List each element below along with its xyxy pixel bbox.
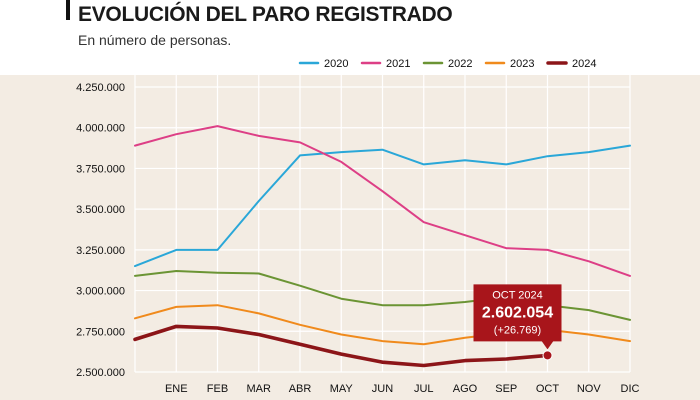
annotation-value: 2.602.054: [482, 304, 553, 321]
y-tick-label: 3.250.000: [76, 245, 125, 257]
legend-label-2022: 2022: [448, 58, 472, 70]
annotation-box: [473, 284, 562, 342]
x-tick-label: SEP: [495, 383, 517, 395]
series-line-2020: [134, 144, 631, 268]
x-tick-label: OCT: [536, 383, 560, 395]
annotation-point: [542, 350, 553, 361]
annotation-pointer: [541, 340, 554, 350]
x-tick-label: MAY: [330, 383, 354, 395]
x-tick-label: ENE: [165, 383, 188, 395]
series-line-2021: [134, 125, 631, 277]
x-tick-label: FEB: [207, 383, 228, 395]
x-tick-label: ABR: [289, 383, 312, 395]
x-tick-label: JUL: [414, 383, 434, 395]
legend-label-2024: 2024: [572, 58, 596, 70]
x-tick-label: AGO: [453, 383, 478, 395]
x-tick-label: NOV: [577, 383, 602, 395]
y-tick-label: 2.750.000: [76, 326, 125, 338]
title-accent-bar: [66, 0, 70, 20]
plot-background: [0, 75, 700, 400]
legend-label-2021: 2021: [386, 58, 410, 70]
y-tick-label: 4.250.000: [76, 82, 125, 94]
y-tick-label: 2.500.000: [76, 367, 125, 379]
y-tick-label: 3.000.000: [76, 286, 125, 298]
legend-label-2023: 2023: [510, 58, 534, 70]
y-tick-label: 4.000.000: [76, 123, 125, 135]
x-tick-label: DIC: [621, 383, 640, 395]
chart-subtitle: En número de personas.: [78, 32, 231, 48]
chart-title: EVOLUCIÓN DEL PARO REGISTRADO: [78, 2, 452, 26]
annotation-label: OCT 2024: [492, 289, 543, 301]
annotation-change: (+26.769): [494, 324, 541, 336]
legend-label-2020: 2020: [324, 58, 348, 70]
y-tick-label: 3.500.000: [76, 204, 125, 216]
x-tick-label: JUN: [372, 383, 393, 395]
y-tick-label: 3.750.000: [76, 163, 125, 175]
x-tick-label: MAR: [247, 383, 272, 395]
series-line-2024: [133, 324, 550, 368]
